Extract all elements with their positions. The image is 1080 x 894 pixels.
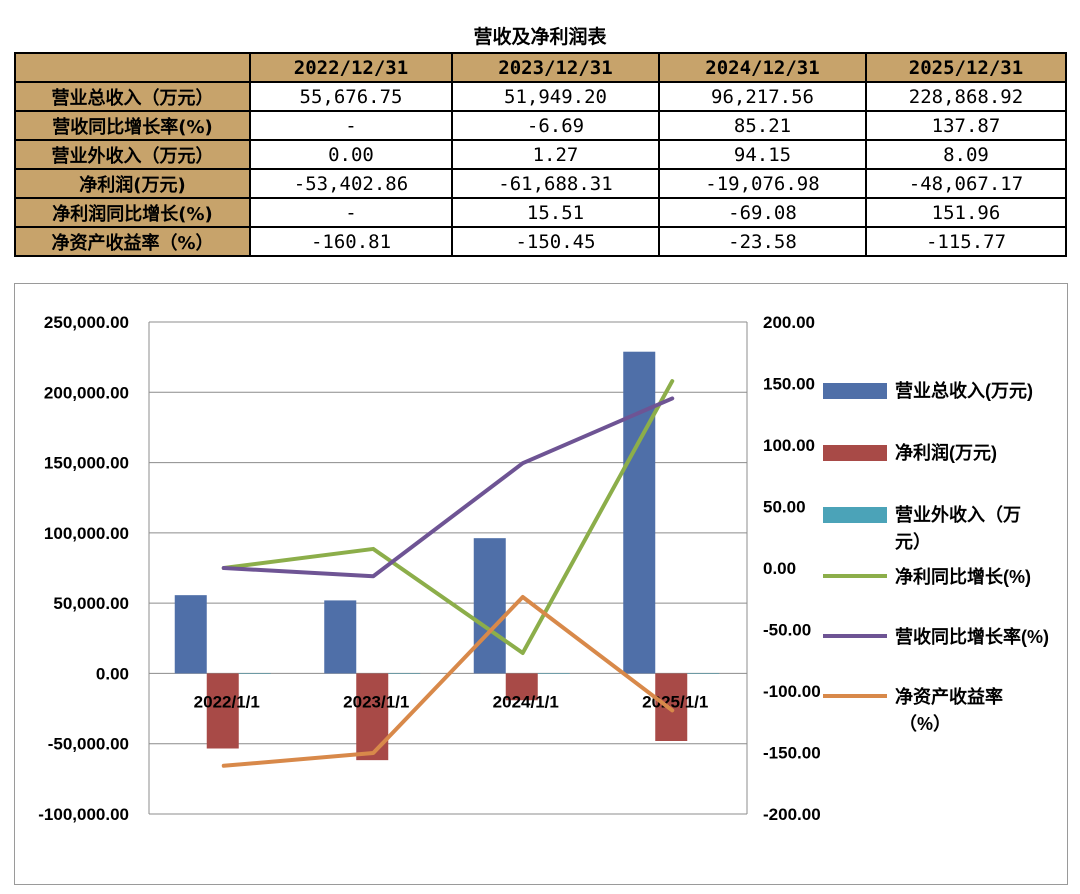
table-cell: -160.81	[249, 226, 453, 257]
table-cell: 0.00	[249, 139, 453, 170]
column-header: 2023/12/31	[451, 52, 660, 83]
table-row: 净资产收益率（%） -160.81 -150.45 -23.58 -115.77	[14, 226, 1067, 257]
table-row: 营收同比增长率(%) - -6.69 85.21 137.87	[14, 110, 1067, 141]
right-axis-tick: -150.00	[763, 744, 821, 763]
watermark: 雪球：凡德投资	[845, 842, 1055, 875]
header-blank	[14, 52, 251, 83]
legend-label: 营收同比增长率(%)	[895, 626, 1049, 647]
table-cell: -69.08	[658, 197, 867, 228]
bar	[174, 595, 207, 674]
right-axis-tick: -200.00	[763, 805, 821, 824]
left-axis-tick: 200,000.00	[44, 383, 129, 402]
table-cell: 96,217.56	[658, 81, 867, 112]
table-row: 营业外收入（万元） 0.00 1.27 94.15 8.09	[14, 139, 1067, 170]
left-axis-tick: 100,000.00	[44, 524, 129, 543]
bar	[324, 600, 357, 674]
table-cell: -	[249, 110, 453, 141]
right-axis-tick: 200.00	[763, 313, 815, 332]
table-row: 净利润同比增长(%) - 15.51 -69.08 151.96	[14, 197, 1067, 228]
table-cell: 228,868.92	[865, 81, 1067, 112]
table-cell: -53,402.86	[249, 168, 453, 199]
table-cell: 94.15	[658, 139, 867, 170]
chart-frame: 250,000.00 200,000.00 150,000.00 100,000.00…	[14, 283, 1068, 885]
left-axis-tick: 250,000.00	[44, 313, 129, 332]
table-cell: 8.09	[865, 139, 1067, 170]
table-cell: 55,676.75	[249, 81, 453, 112]
legend-swatch	[823, 383, 887, 399]
legend-label: 净利同比增长(%)	[895, 566, 1031, 587]
bar	[206, 673, 239, 749]
row-label: 营业总收入（万元）	[14, 81, 251, 112]
category-label: 2023/1/1	[343, 692, 409, 711]
table-cell: 151.96	[865, 197, 1067, 228]
row-label: 营收同比增长率(%)	[14, 110, 251, 141]
series-line	[221, 595, 675, 768]
column-header: 2025/12/31	[865, 52, 1067, 83]
table-cell: 51,949.20	[451, 81, 660, 112]
left-axis-tick: 50,000.00	[53, 594, 129, 613]
right-axis-tick: 150.00	[763, 375, 815, 394]
left-axis-tick: 150,000.00	[44, 454, 129, 473]
bar	[505, 673, 538, 701]
table-header-row: 2022/12/31 2023/12/31 2024/12/31 2025/12…	[14, 52, 1067, 83]
legend-swatch	[823, 507, 887, 523]
category-label: 2022/1/1	[194, 692, 260, 711]
table-cell: -150.45	[451, 226, 660, 257]
financial-table: 2022/12/31 2023/12/31 2024/12/31 2025/12…	[14, 52, 1067, 257]
combo-chart: 250,000.00 200,000.00 150,000.00 100,000.00…	[38, 313, 1055, 875]
left-axis-tick: -100,000.00	[38, 805, 129, 824]
table-cell: -48,067.17	[865, 168, 1067, 199]
right-axis-tick: -100.00	[763, 682, 821, 701]
bar	[388, 673, 421, 674]
table-cell: 85.21	[658, 110, 867, 141]
table-title: 营收及净利润表	[473, 26, 607, 48]
category-label: 2025/1/1	[642, 692, 708, 711]
right-axis-tick: 50.00	[763, 498, 806, 517]
legend-label: 营业总收入(万元)	[895, 380, 1033, 401]
row-label: 净资产收益率（%）	[14, 226, 251, 257]
table-cell: 15.51	[451, 197, 660, 228]
legend-label: 净资产收益率	[895, 686, 1003, 707]
left-axis-tick: -50,000.00	[48, 735, 129, 754]
legend-label: 营业外收入（万	[895, 504, 1021, 525]
bar	[687, 673, 720, 674]
category-label: 2024/1/1	[493, 692, 559, 711]
bar	[473, 538, 506, 674]
series-line	[221, 396, 675, 579]
right-axis-tick: 0.00	[763, 559, 796, 578]
legend-label: 净利润(万元)	[895, 442, 997, 463]
bar	[356, 673, 389, 761]
bar	[238, 673, 271, 674]
table-cell: -19,076.98	[658, 168, 867, 199]
row-label: 净利润(万元)	[14, 168, 251, 199]
table-cell: 1.27	[451, 139, 660, 170]
series-line	[221, 379, 675, 655]
table-row: 营业总收入（万元） 55,676.75 51,949.20 96,217.56 …	[14, 81, 1067, 112]
bar	[537, 673, 570, 674]
row-label: 净利润同比增长(%)	[14, 197, 251, 228]
bar	[623, 351, 656, 674]
table-cell: -115.77	[865, 226, 1067, 257]
legend-label: （%）	[899, 714, 951, 734]
table-cell: -61,688.31	[451, 168, 660, 199]
table-cell: -23.58	[658, 226, 867, 257]
row-label: 营业外收入（万元）	[14, 139, 251, 170]
table-cell: -6.69	[451, 110, 660, 141]
legend-swatch	[823, 445, 887, 461]
legend-label: 元）	[895, 532, 931, 552]
column-header: 2022/12/31	[249, 52, 453, 83]
table-cell: -	[249, 197, 453, 228]
table-row: 净利润(万元) -53,402.86 -61,688.31 -19,076.98…	[14, 168, 1067, 199]
right-axis-tick: -50.00	[763, 621, 811, 640]
column-header: 2024/12/31	[658, 52, 867, 83]
right-axis-tick: 100.00	[763, 436, 815, 455]
table-cell: 137.87	[865, 110, 1067, 141]
left-axis-tick: 0.00	[96, 664, 129, 683]
